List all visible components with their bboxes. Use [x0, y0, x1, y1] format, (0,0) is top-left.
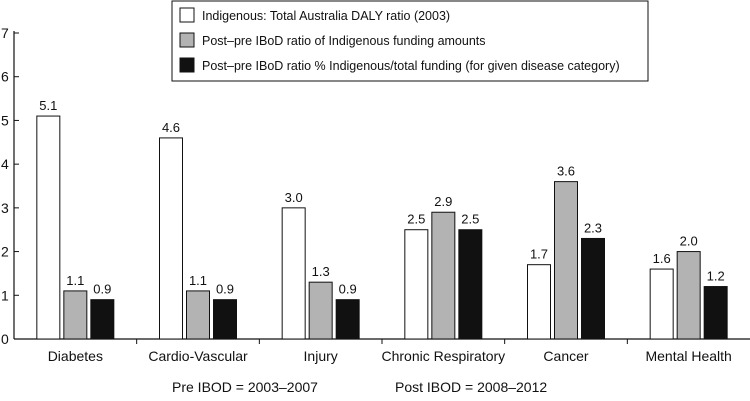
pre-ibod-note: Pre IBOD = 2003–2007 [172, 379, 318, 395]
data-label: 3.0 [285, 190, 303, 205]
x-category-label: Diabetes [48, 348, 103, 364]
y-tick-label: 7 [1, 25, 9, 41]
bar [431, 211, 456, 340]
data-labels: 5.1 1.1 0.9 4.6 1.1 0.9 3.0 1.3 0.9 2.5 2.9 2.5 1.7 3… [39, 98, 724, 297]
bar [703, 286, 728, 340]
legend-label: Indigenous: Total Australia DALY ratio (… [202, 9, 450, 23]
bar [186, 290, 210, 340]
data-label: 1.1 [66, 273, 84, 288]
bar [308, 281, 333, 340]
bar [649, 268, 674, 340]
y-tick-label: 6 [1, 69, 9, 85]
bar [36, 115, 61, 340]
bar [404, 229, 429, 340]
legend-box [171, 0, 649, 82]
legend-label: Post–pre IBoD ratio % Indigenous/total f… [202, 59, 620, 73]
bar [527, 264, 551, 340]
data-label: 5.1 [39, 98, 57, 113]
y-tick-label: 3 [1, 200, 9, 216]
data-label: 2.9 [434, 194, 452, 209]
x-category-label: Cancer [543, 348, 588, 364]
bar [159, 137, 183, 340]
bar [213, 299, 237, 340]
y-tick-label: 5 [1, 112, 9, 128]
data-label: 0.9 [93, 282, 111, 297]
legend-swatch [179, 32, 195, 48]
x-category-label: Cardio-Vascular [148, 348, 248, 364]
x-category-label: Mental Health [645, 348, 731, 364]
data-label: 1.3 [312, 264, 330, 279]
bar [281, 207, 306, 340]
legend-swatch [179, 57, 195, 73]
data-label: 4.6 [162, 120, 180, 135]
bar [90, 299, 115, 340]
data-label: 2.5 [407, 212, 425, 227]
y-tick-label: 4 [1, 156, 9, 172]
data-label: 0.9 [216, 282, 234, 297]
bar [63, 290, 88, 340]
data-label: 1.1 [189, 273, 207, 288]
footnotes: Pre IBOD = 2003–2007 Post IBOD = 2008–20… [172, 379, 547, 395]
bar [335, 299, 360, 340]
bar [554, 181, 578, 340]
x-category-label: Chronic Respiratory [381, 348, 505, 364]
x-category-label: Injury [304, 348, 338, 364]
legend-label: Post–pre IBoD ratio of Indigenous fundin… [202, 34, 486, 48]
data-label: 0.9 [339, 282, 357, 297]
y-tick-label: 1 [1, 287, 9, 303]
legend-swatch [179, 7, 195, 23]
data-label: 2.3 [584, 220, 602, 235]
bar [581, 237, 605, 340]
y-tick-label: 2 [1, 244, 9, 260]
data-label: 1.6 [653, 251, 671, 266]
y-axis: 0 1 2 3 4 5 6 7 [1, 25, 19, 347]
bar [676, 251, 701, 340]
x-axis: Diabetes Cardio-Vascular Injury Chronic Res… [14, 338, 750, 364]
data-label: 2.5 [461, 212, 479, 227]
bar [458, 229, 483, 340]
legend: Indigenous: Total Australia DALY ratio (… [171, 0, 649, 82]
data-label: 1.2 [707, 269, 725, 284]
data-label: 1.7 [530, 247, 548, 262]
data-label: 3.6 [557, 164, 575, 179]
bars [36, 115, 728, 340]
post-ibod-note: Post IBOD = 2008–2012 [395, 379, 547, 395]
y-tick-label: 0 [1, 331, 9, 347]
data-label: 2.0 [680, 234, 698, 249]
